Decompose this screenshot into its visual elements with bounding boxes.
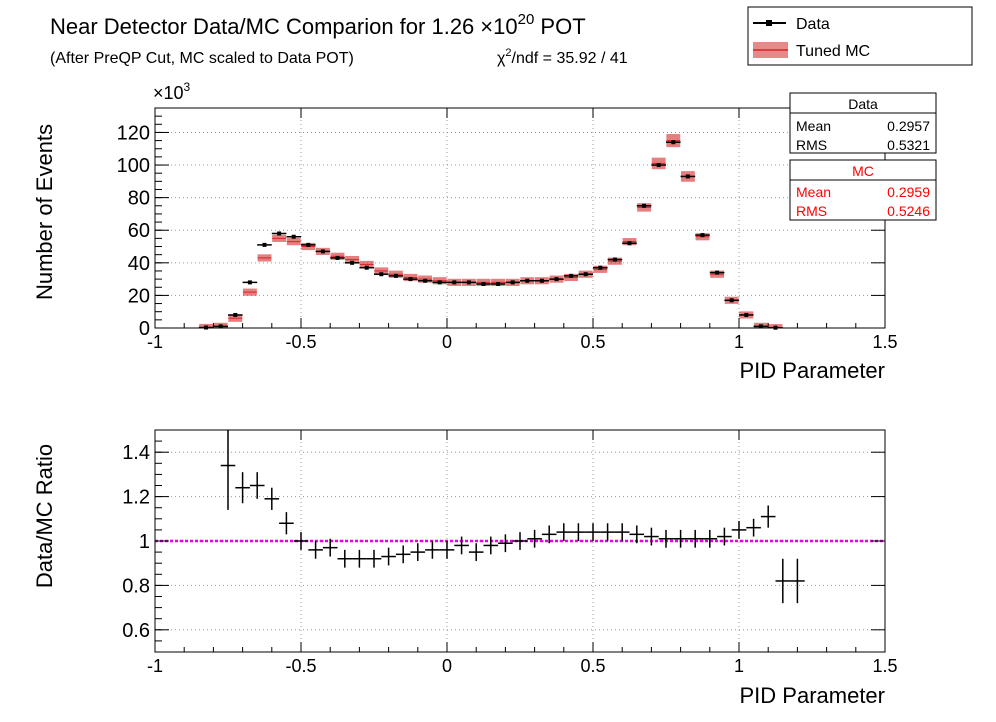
data-point: [685, 174, 690, 179]
data-point: [612, 257, 617, 262]
stats-mc-box: MC Mean 0.2959 RMS 0.5246: [789, 159, 937, 221]
data-point: [262, 242, 267, 247]
top-y-tick-label: 0: [139, 318, 150, 340]
data-point: [700, 233, 705, 238]
legend: Data Tuned MC: [747, 6, 973, 66]
chart-subtitle: (After PreQP Cut, MC scaled to Data POT): [50, 50, 354, 67]
data-points: [198, 140, 783, 330]
top-y-tick-label: 60: [128, 220, 150, 242]
data-point: [598, 265, 603, 270]
data-point: [554, 277, 559, 282]
bottom-x-tick-label: -0.5: [285, 656, 316, 676]
stats-mc-mean-label: Mean: [796, 184, 831, 200]
data-point: [437, 280, 442, 285]
legend-data-marker: [766, 20, 772, 26]
stats-data-box: Data Mean 0.2957 RMS 0.5321: [789, 92, 937, 154]
stats-mc-mean-value: 0.2959: [887, 184, 930, 200]
data-point: [583, 272, 588, 277]
top-x-tick-label: -1: [147, 332, 163, 352]
stats-mc-rms-label: RMS: [796, 203, 827, 219]
bottom-y-tick-label: 1.4: [122, 442, 150, 464]
bottom-x-tick-label: 0.5: [580, 656, 605, 676]
data-point: [247, 280, 252, 285]
data-point: [569, 273, 574, 278]
bottom-x-label: PID Parameter: [740, 683, 886, 708]
top-y-tick-label: 120: [117, 122, 150, 144]
data-point: [218, 324, 223, 329]
stats-mc-rms-value: 0.5246: [887, 203, 930, 219]
bottom-y-tick-label: 0.6: [122, 620, 150, 642]
data-point: [729, 298, 734, 303]
top-x-tick-label: -0.5: [285, 332, 316, 352]
data-point: [525, 278, 530, 283]
bottom-y-ticks: 0.6 0.8 1 1.2 1.4: [122, 440, 885, 642]
bottom-y-label: Data/MC Ratio: [32, 444, 57, 588]
data-point: [393, 273, 398, 278]
stats-data-title: Data: [848, 96, 878, 112]
top-grid: [155, 108, 885, 328]
top-x-tick-label: 0.5: [580, 332, 605, 352]
bottom-x-tick-label: 1: [734, 656, 744, 676]
top-y-tick-label: 20: [128, 285, 150, 307]
bottom-x-tick-label: 1.5: [872, 656, 897, 676]
top-y-tick-label: 100: [117, 155, 150, 177]
stats-data-mean-label: Mean: [796, 118, 831, 134]
data-point: [364, 265, 369, 270]
legend-mc-label: Tuned MC: [796, 43, 870, 60]
stats-data-rms-value: 0.5321: [887, 137, 930, 153]
data-point: [423, 278, 428, 283]
data-point: [452, 280, 457, 285]
data-point: [233, 312, 238, 317]
data-point: [350, 260, 355, 265]
data-point: [510, 280, 515, 285]
top-y-label: Number of Events: [32, 124, 57, 300]
data-point: [715, 270, 720, 275]
bottom-y-tick-label: 1: [139, 531, 150, 553]
data-point: [744, 312, 749, 317]
data-point: [481, 282, 486, 286]
ratio-points: [220, 430, 805, 604]
data-point: [306, 242, 311, 247]
top-y-ticks: 0 20 40 60 80 100 120: [117, 107, 885, 340]
stats-mc-title: MC: [852, 163, 874, 179]
top-panel: -1 -0.5 0 0.5 1 1.5 0 20 40 60 80 100 120 ×103 PID …: [32, 80, 898, 383]
data-point: [335, 255, 340, 260]
data-point: [291, 234, 296, 239]
bottom-panel: -1 -0.5 0 0.5 1 1.5 0.6 0.8 1 1.2 1.4 PID Paramet…: [32, 429, 898, 708]
mc-bands: [199, 134, 783, 329]
stats-data-mean-value: 0.2957: [887, 118, 930, 134]
top-x-tick-label: 0: [442, 332, 452, 352]
top-x-tick-label: 1.5: [872, 332, 897, 352]
data-point: [408, 277, 413, 282]
y-multiplier: ×103: [153, 80, 191, 103]
data-point: [758, 324, 763, 329]
top-x-tick-label: 1: [734, 332, 744, 352]
data-point: [627, 241, 632, 246]
data-point: [671, 140, 676, 145]
top-y-tick-label: 80: [128, 188, 150, 210]
top-x-label: PID Parameter: [740, 358, 886, 383]
chi2-label: χ2/ndf = 35.92 / 41: [497, 47, 628, 67]
top-y-tick-label: 40: [128, 253, 150, 275]
stats-data-rms-label: RMS: [796, 137, 827, 153]
bottom-x-ticks: -1 -0.5 0 0.5 1 1.5: [147, 430, 898, 676]
bottom-x-tick-label: -1: [147, 656, 163, 676]
data-point: [466, 280, 471, 285]
data-point: [642, 203, 647, 208]
data-point: [496, 282, 501, 286]
bottom-y-tick-label: 1.2: [122, 487, 150, 509]
data-point: [320, 249, 325, 254]
bottom-x-tick-label: 0: [442, 656, 452, 676]
data-point: [379, 272, 384, 277]
bottom-y-tick-label: 0.8: [122, 575, 150, 597]
chart-title: Near Detector Data/MC Comparion for 1.26…: [50, 11, 586, 39]
data-point: [539, 278, 544, 283]
top-x-ticks: -1 -0.5 0 0.5 1 1.5: [147, 108, 898, 352]
data-point: [656, 163, 661, 168]
legend-data-label: Data: [796, 16, 830, 33]
data-point: [277, 231, 282, 236]
